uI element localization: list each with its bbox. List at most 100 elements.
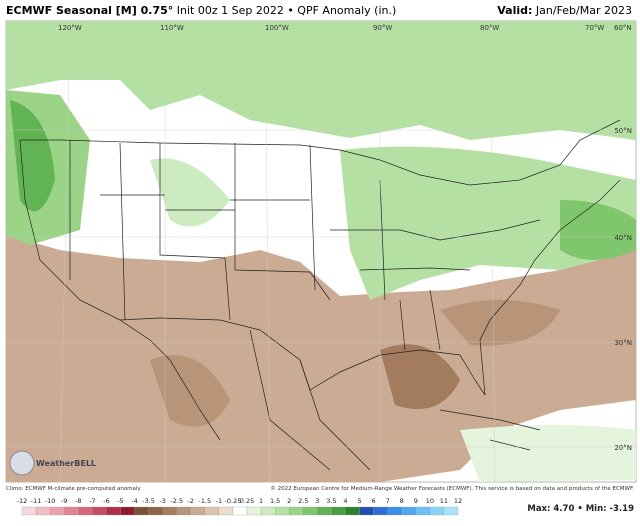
header-right: Valid: Jan/Feb/Mar 2023 <box>497 4 632 17</box>
lon-label: 120°W <box>58 24 82 32</box>
legend-swatch <box>289 506 304 516</box>
legend-swatch <box>92 506 107 516</box>
lon-label: 80°W <box>480 24 499 32</box>
subtitle: Init 00z 1 Sep 2022 • QPF Anomaly (in.) <box>176 4 397 17</box>
legend-swatch <box>134 506 149 516</box>
title: ECMWF Seasonal [M] 0.75° <box>6 4 174 17</box>
legend-swatch <box>443 506 459 516</box>
legend-label: 8 <box>400 497 404 505</box>
legend-swatch <box>148 506 163 516</box>
legend-swatch <box>345 506 360 516</box>
legend-swatch <box>162 506 177 516</box>
wet-area <box>460 425 636 482</box>
legend-label: 7 <box>386 497 390 505</box>
legend-label: 12 <box>454 497 462 505</box>
legend-swatch <box>331 506 346 516</box>
legend-swatch <box>260 506 276 516</box>
wet-area <box>150 158 230 227</box>
wet-core <box>10 100 55 212</box>
lon-label: 100°W <box>265 24 289 32</box>
legend-label: -3.5 <box>142 497 155 505</box>
legend-swatch <box>359 506 374 516</box>
dry-core <box>380 344 460 410</box>
legend-swatch <box>303 506 318 516</box>
legend-swatch <box>21 506 37 516</box>
legend-label: -7 <box>89 497 95 505</box>
lat-label: 50°N <box>614 127 632 135</box>
graticule <box>6 20 636 483</box>
legend-label: -2 <box>188 497 194 505</box>
legend-label: -11 <box>31 497 42 505</box>
legend-label: 9 <box>414 497 418 505</box>
legend-swatch <box>49 506 65 516</box>
legend: -12 -11 -10 -9 -8 -7 -6 -5 -4 -3.5 -3 -2.5 -2 -1.5 -1-… <box>17 497 462 516</box>
legend-label: -6 <box>103 497 109 505</box>
lat-label: 40°N <box>614 234 632 242</box>
legend-swatch <box>64 506 79 516</box>
legend-label: 11 <box>440 497 448 505</box>
legend-label: -1.5 <box>198 497 211 505</box>
legend-label: -1 <box>216 497 222 505</box>
legend-label: 3 <box>315 497 319 505</box>
legend-label: 6 <box>372 497 376 505</box>
legend-label: 4 <box>343 497 347 505</box>
lat-labels: 50°N 40°N 30°N 20°N <box>614 127 632 452</box>
wet-core <box>560 200 636 260</box>
valid: Jan/Feb/Mar 2023 <box>535 4 632 17</box>
legend-swatch <box>317 506 332 516</box>
legend-label: -8 <box>75 497 81 505</box>
boundaries <box>19 119 621 471</box>
legend-label: -12 <box>17 497 28 505</box>
legend-label: -0.25 <box>225 497 242 505</box>
lon-label: 70°W <box>585 24 604 32</box>
legend-label: 10 <box>426 497 434 505</box>
logo: WeatherBELL <box>36 459 96 468</box>
legend-label: 1.5 <box>270 497 280 505</box>
legend-swatch <box>246 506 262 516</box>
legend-label: 5 <box>357 497 361 505</box>
header-left: ECMWF Seasonal [M] 0.75° Init 00z 1 Sep … <box>6 4 396 17</box>
legend-swatch <box>373 506 388 516</box>
legend-swatch <box>120 506 135 516</box>
legend-swatch <box>190 506 205 516</box>
legend-label: -9 <box>61 497 67 505</box>
legend-swatch <box>415 506 431 516</box>
lon-label: 110°W <box>160 24 184 32</box>
valid-label: Valid: <box>497 4 533 17</box>
legend-swatch <box>106 506 121 516</box>
anomaly-shading <box>6 21 636 482</box>
lon-label: 60°N <box>614 24 632 32</box>
legend-swatch <box>218 506 234 516</box>
legend-swatch <box>275 506 290 516</box>
lat-label: 30°N <box>614 339 632 347</box>
legend-swatch <box>387 506 402 516</box>
legend-label: 0.25 <box>240 497 254 505</box>
legend-label: -2.5 <box>170 497 183 505</box>
lat-label: 20°N <box>614 444 632 452</box>
legend-swatch <box>176 506 191 516</box>
dry-core <box>150 355 230 427</box>
dry-core <box>440 300 560 346</box>
logo-globe <box>9 450 35 476</box>
legend-label: 3.5 <box>326 497 336 505</box>
legend-swatch <box>232 506 248 516</box>
legend-label: -3 <box>159 497 165 505</box>
legend-label: 2.5 <box>298 497 308 505</box>
legend-label: -5 <box>117 497 123 505</box>
legend-swatch <box>401 506 416 516</box>
wet-area <box>340 146 636 300</box>
wet-area <box>6 21 636 140</box>
copyright: © 2022 European Centre for Medium-Range … <box>270 485 634 492</box>
legend-label: 2 <box>287 497 291 505</box>
lon-label: 90°W <box>373 24 392 32</box>
legend-label: -4 <box>131 497 137 505</box>
legend-swatch <box>78 506 93 516</box>
legend-label: -10 <box>45 497 56 505</box>
climo-note: Climo: ECMWF M-climate pre-computed anom… <box>6 486 141 492</box>
dry-area <box>6 235 636 482</box>
legend-swatch <box>429 506 445 516</box>
max-min: Max: 4.70 • Min: -3.19 <box>527 504 634 514</box>
lon-labels: 120°W 110°W 100°W 90°W 80°W 70°W 60°N <box>58 24 632 32</box>
